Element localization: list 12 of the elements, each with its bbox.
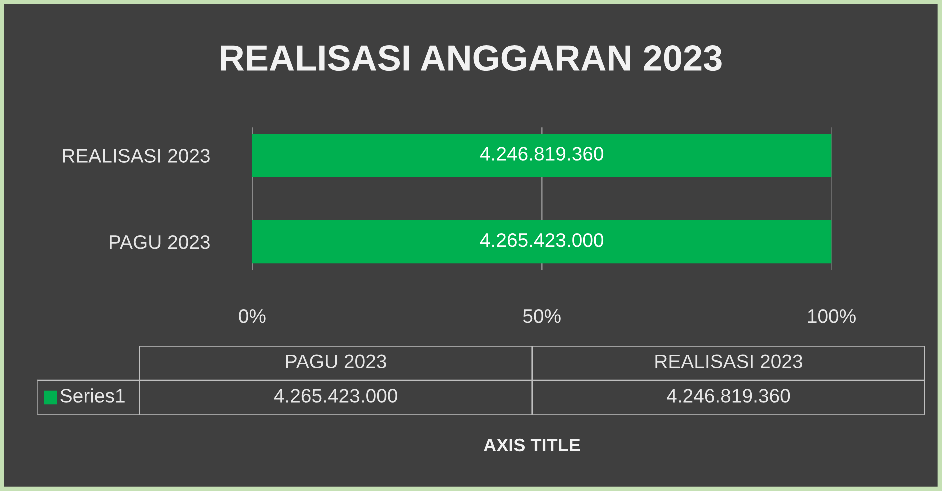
text: 4.246.819.360 [666,389,790,403]
x-tick-label: 50% [523,309,561,324]
category-label: PAGU 2023 [286,354,386,369]
chart-title: REALISASI ANGGARAN 2023 [221,45,722,72]
annotation: 4.265.423.000 [480,233,604,248]
legend-label: Series1 [60,388,125,403]
x-tick-label: 100% [808,309,856,324]
x-tick-label: 0% [239,309,266,324]
text: 4.265.423.000 [274,389,398,403]
text: AXIS TITLE [484,438,580,452]
annotation: 4.246.819.360 [480,147,604,161]
category-label: REALISASI 2023 [656,354,802,369]
